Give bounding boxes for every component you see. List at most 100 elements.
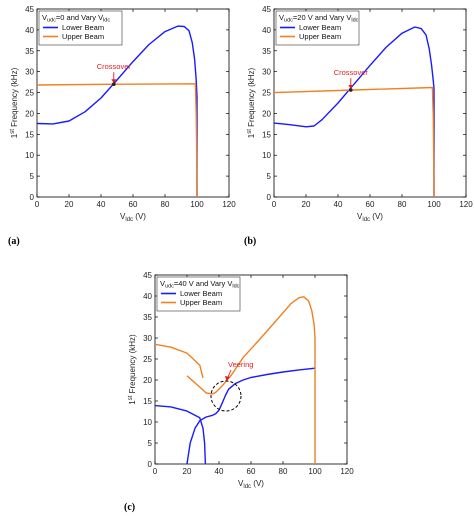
- series-line-upper-beam-segment-1: [155, 343, 204, 379]
- legend-label-lower-beam: Lower Beam: [299, 23, 341, 32]
- x-axis-label-unit: (V): [133, 212, 146, 221]
- annotation-arrowhead: [348, 85, 354, 90]
- legend-label-lower-beam: Lower Beam: [62, 23, 104, 32]
- series-line-upper-beam: [37, 83, 198, 197]
- x-tick-label: 0: [153, 467, 158, 476]
- legend-label-upper-beam: Upper Beam: [299, 32, 341, 41]
- y-tick-label: 5: [148, 439, 153, 448]
- y-tick-label: 0: [267, 193, 272, 202]
- y-tick-label: 25: [143, 355, 152, 364]
- y-tick-label: 45: [143, 271, 152, 280]
- series-line-lower-beam: [37, 25, 198, 197]
- x-tick-label: 120: [222, 200, 236, 209]
- y-tick-label: 20: [143, 376, 152, 385]
- x-tick-label: 120: [459, 200, 473, 209]
- annotation-arrowhead: [111, 79, 117, 84]
- x-tick-label: 60: [366, 200, 375, 209]
- x-tick-label: 100: [308, 467, 322, 476]
- legend-title-mid: =20 V and Vary V: [293, 13, 351, 22]
- chart-panel-2: 0 20 40 60 80 100 120 0 5 10 15 20 25 30 35 40 45 Vldc (V…: [247, 5, 473, 223]
- x-tick-label: 80: [398, 200, 407, 209]
- y-axis-label-sup: st: [10, 129, 16, 134]
- y-tick-label: 0: [148, 460, 153, 469]
- x-tick-label: 100: [427, 200, 441, 209]
- series-line-lower-beam-segment-2: [186, 367, 316, 464]
- x-tick-label: 60: [247, 467, 256, 476]
- x-axis-label-sub: ldc: [243, 484, 251, 490]
- x-tick-label: 0: [35, 200, 40, 209]
- y-tick-label: 15: [25, 130, 34, 139]
- x-axis-label: Vldc (V): [357, 212, 383, 223]
- x-axis-label-sub: ldc: [362, 217, 370, 223]
- legend-label-lower-beam: Lower Beam: [180, 289, 222, 298]
- x-tick-label: 120: [340, 467, 354, 476]
- y-axis-label-post: Frequency (kHz): [10, 67, 19, 129]
- legend-title-pre: V: [160, 279, 165, 288]
- y-tick-label: 40: [143, 292, 152, 301]
- y-tick-label: 35: [262, 47, 271, 56]
- y-tick-label: 10: [25, 151, 34, 160]
- y-tick-label: 35: [25, 47, 34, 56]
- y-axis-label-pre: 1: [247, 133, 256, 138]
- chart-panel-1: 0 20 40 60 80 100 120 0 5 10 15 20 25 30 35 40 45 Vldc (V…: [10, 5, 236, 223]
- y-axis-label-sup: st: [128, 395, 134, 400]
- y-tick-label: 5: [267, 172, 272, 181]
- x-axis-label-main: V: [238, 479, 244, 488]
- y-tick-label: 15: [262, 130, 271, 139]
- series-line-upper-beam-segment-2: [186, 296, 316, 464]
- y-tick-label: 10: [262, 151, 271, 160]
- annotation-label: Crossover: [97, 62, 132, 71]
- x-tick-label: 40: [97, 200, 106, 209]
- annotation-arrow: [227, 369, 232, 378]
- legend-title-pre: V: [42, 13, 47, 22]
- x-tick-label: 40: [334, 200, 343, 209]
- x-tick-label: 60: [129, 200, 138, 209]
- y-tick-label: 30: [262, 68, 271, 77]
- panel-label: (c): [124, 502, 135, 513]
- legend-title: Vudc=20 V and Vary Vldc: [279, 13, 359, 24]
- annotation-label: Veering: [228, 360, 253, 369]
- legend-title-sub2: ldc: [232, 284, 239, 290]
- x-axis-label-main: V: [357, 212, 363, 221]
- y-axis-label: 1st Frequency (kHz): [247, 67, 256, 138]
- y-tick-label: 15: [143, 397, 152, 406]
- panel-label: (a): [8, 236, 20, 247]
- y-tick-label: 25: [25, 89, 34, 98]
- y-tick-label: 30: [25, 68, 34, 77]
- y-tick-label: 5: [30, 172, 35, 181]
- x-tick-label: 100: [190, 200, 204, 209]
- legend-title-mid: =0 and Vary V: [56, 13, 103, 22]
- legend-title-sub2: ldc: [351, 18, 358, 24]
- y-axis-label: 1st Frequency (kHz): [10, 67, 19, 138]
- y-tick-label: 45: [25, 5, 34, 14]
- legend-title-sub1: udc: [284, 18, 293, 24]
- y-axis-label-post: Frequency (kHz): [128, 334, 137, 396]
- chart-panel-3: 0 20 40 60 80 100 120 0 5 10 15 20 25 30 35 40 45 Vldc (V…: [128, 271, 354, 490]
- x-tick-label: 20: [183, 467, 192, 476]
- legend-title: Vudc=0 and Vary Vldc: [42, 13, 110, 24]
- series-line-lower-beam: [274, 26, 435, 197]
- y-tick-label: 10: [143, 418, 152, 427]
- legend-title-sub1: udc: [47, 18, 56, 24]
- y-tick-label: 25: [262, 89, 271, 98]
- y-tick-label: 30: [143, 334, 152, 343]
- panel-label: (b): [244, 236, 256, 247]
- legend-title-sub2: ldc: [103, 18, 110, 24]
- x-axis-label-unit: (V): [370, 212, 383, 221]
- crossover-point: [112, 82, 116, 86]
- y-tick-label: 0: [30, 193, 35, 202]
- y-axis-label-pre: 1: [128, 400, 137, 405]
- crossover-point: [349, 88, 353, 92]
- legend-title: Vudc=40 V and Vary Vldc: [160, 279, 240, 290]
- legend-title-pre: V: [279, 13, 284, 22]
- y-tick-label: 20: [262, 109, 271, 118]
- x-tick-label: 20: [65, 200, 74, 209]
- x-tick-label: 40: [215, 467, 224, 476]
- x-tick-label: 0: [272, 200, 277, 209]
- x-axis-label-main: V: [120, 212, 126, 221]
- x-tick-label: 80: [161, 200, 170, 209]
- veering-region-circle: [210, 380, 242, 412]
- y-tick-label: 35: [143, 313, 152, 322]
- annotation-arrowhead: [225, 376, 230, 381]
